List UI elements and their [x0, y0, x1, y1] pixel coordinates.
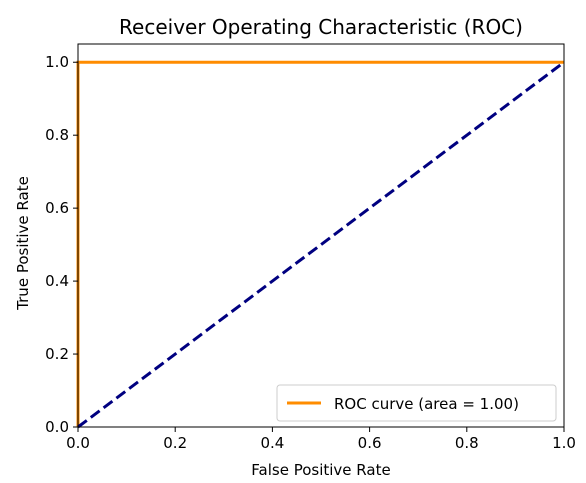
x-tick-label: 0.6 [358, 434, 382, 452]
chart-title: Receiver Operating Characteristic (ROC) [119, 15, 523, 39]
x-axis-label: False Positive Rate [251, 461, 390, 479]
x-tick-label: 0.2 [163, 434, 187, 452]
y-tick-label: 1.0 [45, 53, 69, 71]
random-baseline-line [77, 61, 565, 429]
x-tick-label: 0.8 [455, 434, 479, 452]
y-axis-ticks: 0.0 0.2 0.4 0.6 0.8 1.0 [45, 53, 78, 436]
y-tick-label: 0.4 [45, 272, 69, 290]
legend-entry-roc-curve: ROC curve (area = 1.00) [334, 395, 519, 413]
y-tick-label: 0.2 [45, 345, 69, 363]
plot-area [76, 43, 565, 429]
legend-box [276, 384, 557, 422]
y-axis-label: True Positive Rate [14, 176, 32, 311]
x-tick-label: 0.4 [260, 434, 284, 452]
x-tick-label: 1.0 [552, 434, 576, 452]
x-axis-ticks: 0.0 0.2 0.4 0.6 0.8 1.0 [66, 427, 576, 452]
x-tick-label: 0.0 [66, 434, 90, 452]
y-tick-label: 0.6 [45, 199, 69, 217]
plot-frame [77, 43, 565, 428]
y-tick-label: 0.0 [45, 418, 69, 436]
series-layer [76, 60, 565, 429]
legend: ROC curve (area = 1.00) [276, 384, 557, 422]
y-tick-label: 0.8 [45, 126, 69, 144]
